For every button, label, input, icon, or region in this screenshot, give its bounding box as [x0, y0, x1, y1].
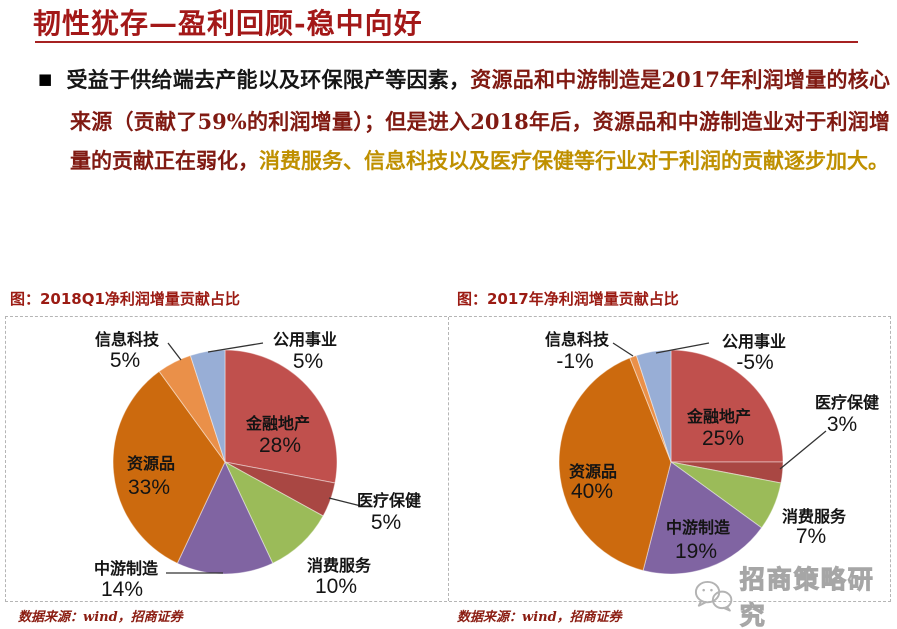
pie-2-label-consumer-services: 消费服务: [781, 507, 847, 526]
pie-2-leader-line: [612, 342, 634, 357]
pie-2-value-utilities: -5%: [736, 351, 774, 374]
pie-1-slice-healthcare: [224, 461, 336, 517]
pie-2-value-info-tech: -1%: [556, 350, 594, 373]
pie-1-slice-consumer-services: [223, 460, 324, 564]
pie-2-label-healthcare: 医疗保健: [814, 393, 880, 412]
pie-1-label-healthcare: 医疗保健: [356, 491, 422, 510]
pie-2-value-resources: 40%: [570, 480, 614, 503]
pie-2-value-midstream-manufacturing: 19%: [674, 540, 718, 563]
source-note-left: 数据来源：wind，招商证券: [18, 610, 183, 625]
pie-2-label-resources: 资源品: [568, 462, 618, 481]
pie-1-label-utilities: 公用事业: [272, 330, 338, 349]
watermark: 招商策略研究: [693, 560, 897, 629]
pie-1-slice-utilities: [189, 349, 226, 463]
chart-title-2018q1: 图：2018Q1净利润增量贡献占比: [10, 290, 240, 308]
bullet-paragraph: ■ 受益于供给端去产能以及环保限产等因素，资源品和中游制造是2017年利润增量的核…: [38, 60, 890, 180]
charts-panel: 金融地产 28% 医疗保健 5% 消费服务 10% 中游制造 14% 资源品 33% 信息科技 5% 公…: [5, 316, 891, 602]
pie-1-slice-financial-real-estate: [224, 349, 338, 484]
pie-1-leader-line: [328, 497, 362, 507]
pie-1-value-info-tech: 5%: [109, 349, 141, 372]
pie-2-label-info-tech: 信息科技: [544, 330, 610, 349]
paragraph-part-black: 受益于供给端去产能以及环保限产等因素，: [66, 67, 471, 92]
pie-1-value-utilities: 5%: [292, 350, 324, 373]
pie-1-value-midstream-manufacturing: 14%: [100, 578, 144, 601]
pie-1-slice-resources: [112, 370, 226, 564]
pie-1-value-healthcare: 5%: [370, 511, 402, 534]
pie-charts-canvas: [112, 342, 827, 575]
pie-1-label-midstream-manufacturing: 中游制造: [93, 559, 159, 578]
pie-2-leader-line: [655, 342, 710, 354]
pie-1-leader-line: [167, 342, 182, 361]
page-title: 韧性犹存—盈利回顾-稳中向好: [33, 7, 423, 40]
title-underline: [35, 41, 858, 43]
source-note-right: 数据来源：wind，招商证券: [457, 610, 622, 625]
pie-1-label-consumer-services: 消费服务: [306, 556, 372, 575]
pie-2-slice-healthcare: [670, 461, 784, 484]
pie-2-value-financial-real-estate: 25%: [701, 427, 745, 450]
watermark-text: 招商策略研究: [739, 565, 875, 629]
pie-2-label-utilities: 公用事业: [721, 332, 787, 351]
paragraph-part-red: 资源品和中游制造是2017年利润增量的核心来源（贡献了59%的利润增量）；但是进…: [70, 67, 890, 173]
pie-2-leader-line: [779, 430, 827, 470]
pie-1-value-resources: 33%: [127, 476, 171, 499]
pie-2-slice-midstream-manufacturing: [642, 461, 763, 575]
pie-1-value-financial-real-estate: 28%: [258, 434, 302, 457]
pie-2-value-consumer-services: 7%: [795, 525, 827, 548]
pie-1-label-info-tech: 信息科技: [94, 330, 160, 349]
pie-2-slice-resources: [558, 357, 672, 572]
pie-2-value-healthcare: 3%: [826, 413, 858, 436]
pie-1-slice-midstream-manufacturing: [176, 460, 274, 575]
pie-1-slice-info-tech: [158, 354, 226, 463]
pie-2-label-midstream-manufacturing: 中游制造: [665, 518, 731, 537]
pie-1-value-consumer-services: 10%: [314, 575, 358, 598]
pie-2-label-financial-real-estate: 金融地产: [686, 407, 752, 426]
paragraph-part-gold: 消费服务、信息科技以及医疗保健等行业对于利润的贡献逐步加大。: [259, 148, 889, 173]
chart-labels-layer: 金融地产 28% 医疗保健 5% 消费服务 10% 中游制造 14% 资源品 33% 信息科技 5% 公…: [6, 317, 890, 601]
pie-2-slice-consumer-services: [670, 461, 782, 529]
charts-divider: [448, 317, 449, 601]
pie-1-label-financial-real-estate: 金融地产: [245, 414, 311, 433]
pie-1-leader-line: [207, 342, 264, 353]
bullet-square-icon: ■: [38, 70, 53, 88]
pie-2-slice-financial-real-estate: [670, 349, 784, 463]
pie-2-slice-info-tech: [629, 354, 672, 463]
chart-title-2017: 图：2017年净利润增量贡献占比: [457, 290, 679, 308]
pie-1-label-resources: 资源品: [126, 454, 176, 473]
wechat-bubbles-icon: [694, 580, 733, 612]
